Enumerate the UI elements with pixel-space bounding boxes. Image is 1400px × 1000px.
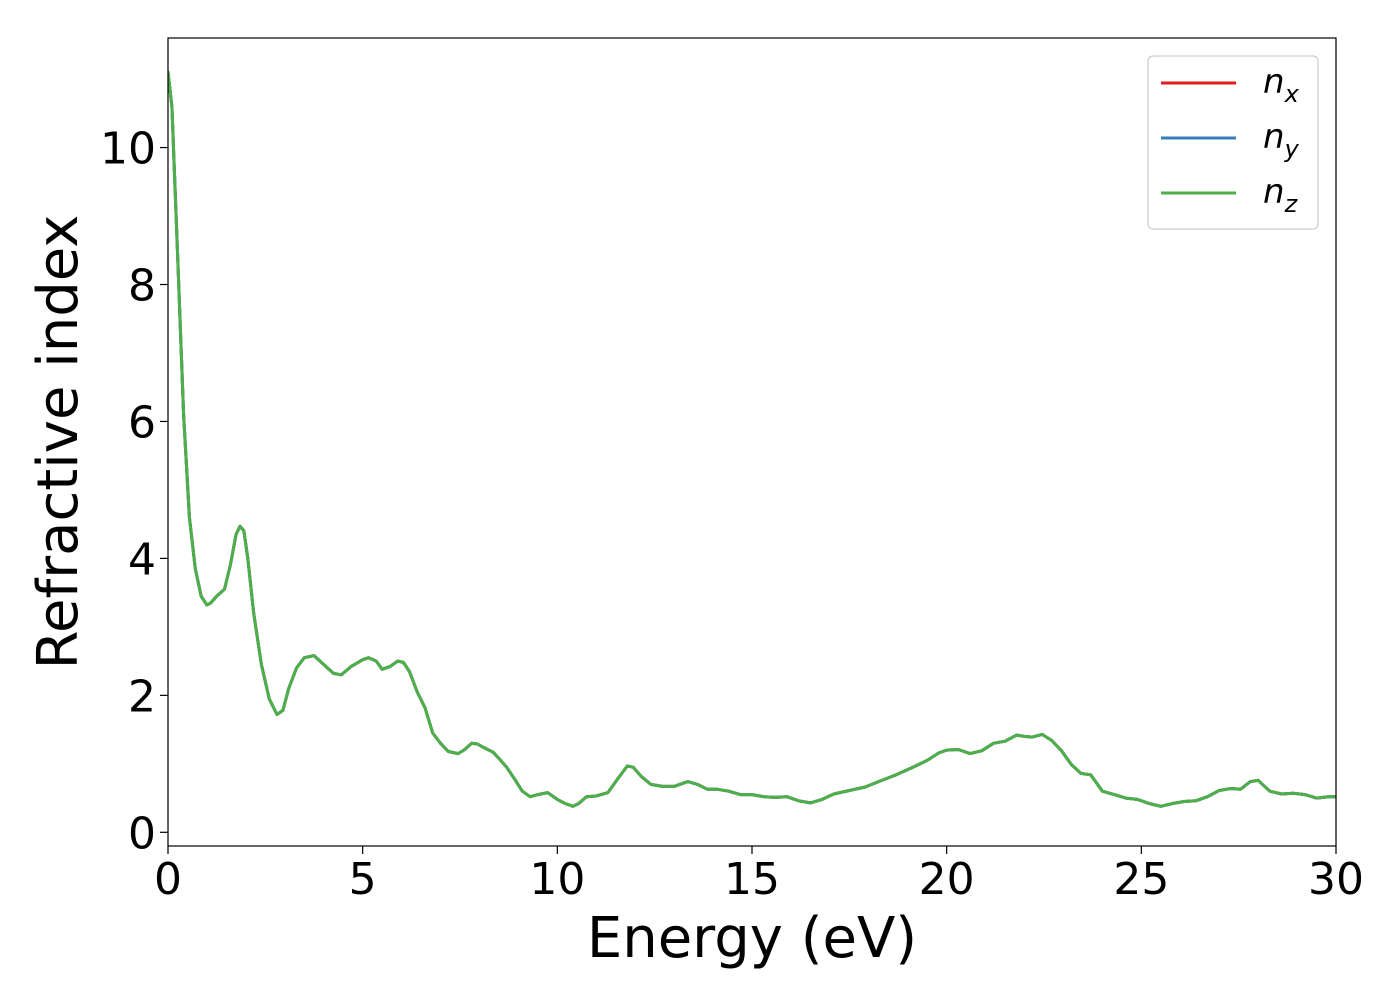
x-axis-label: Energy (eV): [587, 906, 917, 971]
x-tick-label: 15: [724, 854, 780, 905]
y-axis-label: Refractive index: [26, 215, 91, 670]
series-line-z: [168, 70, 1336, 808]
legend-label-subscript: y: [1284, 135, 1300, 163]
legend-box: [1147, 55, 1319, 230]
x-tick-label: 30: [1308, 854, 1364, 905]
x-tick-label: 10: [529, 854, 585, 905]
y-tick-label: 2: [128, 671, 156, 722]
x-tick-label: 20: [919, 854, 975, 905]
legend-label-x: nx: [1263, 62, 1300, 108]
y-tick-label: 6: [128, 397, 156, 448]
legend-label-main: n: [1263, 117, 1285, 157]
legend-label-main: n: [1263, 172, 1285, 212]
x-tick-label: 25: [1113, 854, 1169, 905]
legend-label-y: ny: [1263, 117, 1300, 163]
legend-label-subscript: x: [1284, 80, 1300, 108]
y-tick-label: 4: [128, 534, 156, 585]
legend-label-main: n: [1263, 62, 1285, 102]
y-tick-label: 8: [128, 261, 156, 312]
ticks-layer: 0 5 10 15 20 25 30 0 2 4 6 8 10: [100, 124, 1364, 905]
x-tick-label: 5: [349, 854, 377, 905]
legend-label-subscript: z: [1284, 190, 1299, 218]
legend-label-z: nz: [1263, 172, 1299, 218]
x-tick-label: 0: [154, 854, 182, 905]
y-tick-label: 0: [128, 808, 156, 859]
series-layer: [168, 70, 1336, 808]
y-tick-label: 10: [100, 124, 156, 175]
